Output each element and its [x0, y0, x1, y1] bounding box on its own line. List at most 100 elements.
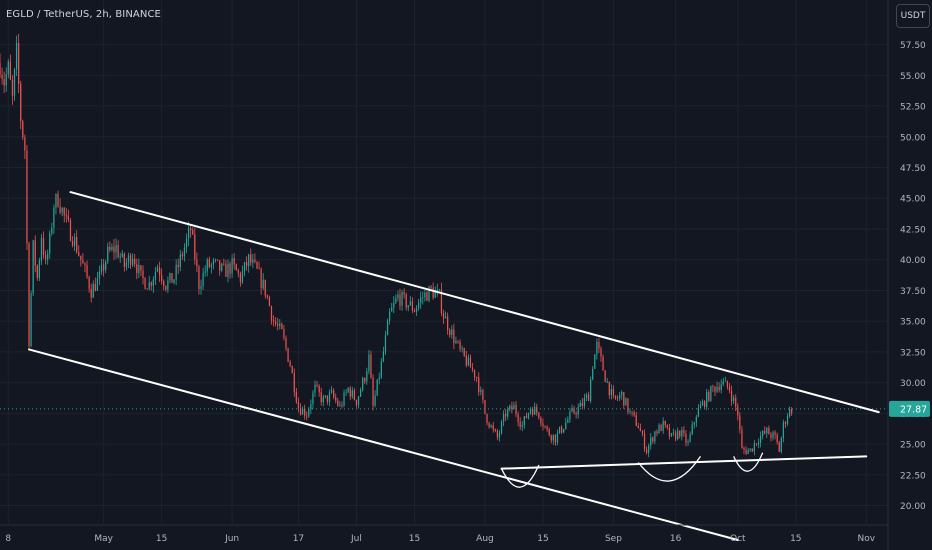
candle-body	[111, 246, 113, 250]
candle-body	[641, 431, 644, 434]
candle-body	[502, 414, 505, 422]
candle-body	[59, 206, 61, 213]
candle-body	[542, 423, 544, 427]
rounded-bottom-arc[interactable]	[637, 456, 702, 482]
channel-upper-trendline[interactable]	[69, 191, 880, 414]
candle-body	[459, 341, 461, 350]
candle-body	[585, 394, 588, 399]
candle-body	[536, 406, 538, 413]
candle-body	[388, 311, 391, 321]
x-tick-label: 15	[156, 534, 167, 544]
trendline-drawings[interactable]	[28, 191, 880, 541]
candle-body	[183, 247, 186, 257]
candle-body	[590, 379, 592, 401]
candle-body	[422, 297, 424, 298]
rounded-bottom-arc[interactable]	[733, 452, 764, 472]
candle-body	[745, 449, 747, 454]
candle-body	[525, 416, 528, 419]
candle-body	[233, 258, 235, 265]
candle-body	[212, 260, 215, 265]
candle-body	[602, 356, 604, 371]
candle-body	[165, 285, 167, 290]
candle-body	[650, 437, 652, 446]
candle-body	[552, 434, 554, 441]
candle-body	[579, 402, 581, 408]
candle-body	[592, 368, 594, 380]
x-tick-label: Jul	[350, 534, 362, 544]
candle-body	[117, 245, 119, 258]
candle-body	[372, 377, 374, 406]
candle-body	[635, 415, 637, 426]
candle-body	[18, 42, 20, 84]
candle-body	[171, 273, 173, 283]
candle-body	[115, 245, 117, 253]
y-tick-label: 25.00	[900, 441, 926, 451]
candle-body	[749, 448, 751, 450]
candle-body	[743, 448, 745, 450]
candle-body	[243, 262, 246, 272]
candle-body	[355, 399, 358, 406]
candle-body	[198, 266, 200, 290]
candle-body	[436, 289, 438, 292]
price-axis[interactable]: 20.0022.5025.0027.5030.0032.5035.0037.50…	[887, 0, 926, 550]
candle-body	[179, 254, 181, 267]
rounded-bottom-arc[interactable]	[500, 464, 540, 488]
candle-body	[426, 292, 428, 301]
x-tick-label: Nov	[857, 534, 875, 544]
candle-body	[121, 253, 123, 257]
candle-body	[480, 390, 482, 392]
candle-body	[440, 289, 443, 313]
candle-body	[488, 422, 490, 427]
candle-body	[509, 405, 511, 410]
candle-body	[51, 227, 53, 234]
candle-body	[1, 75, 3, 80]
candle-body	[86, 265, 88, 278]
candle-body	[600, 348, 602, 357]
candle-body	[105, 261, 107, 271]
candle-body	[252, 259, 254, 263]
candle-body	[364, 378, 366, 382]
candle-body	[565, 422, 567, 430]
candle-body	[430, 286, 432, 288]
candle-body	[567, 419, 569, 423]
candle-body	[399, 294, 401, 306]
x-tick-label: Aug	[476, 534, 494, 544]
candle-body	[210, 264, 213, 267]
candle-body	[167, 280, 169, 290]
candle-body	[345, 392, 347, 393]
channel-lower-trendline[interactable]	[28, 348, 739, 541]
candle-body	[94, 283, 96, 291]
candle-body	[652, 437, 654, 442]
candle-body	[30, 293, 32, 346]
candle-body	[608, 381, 610, 396]
candle-body	[442, 312, 445, 319]
candle-body	[44, 255, 47, 260]
candle-body	[569, 411, 571, 420]
candle-body	[113, 246, 115, 253]
candle-body	[268, 297, 271, 307]
x-tick-label: Sep	[605, 534, 622, 544]
time-axis[interactable]: 8 May 15 Jun 17 Jul 15 Aug 15 Sep 16 Oct 15 Nov	[0, 524, 888, 544]
candle-body	[534, 406, 536, 415]
support-trendline[interactable]	[500, 455, 868, 470]
candle-body	[69, 219, 72, 241]
candle-body	[695, 416, 697, 423]
candle-body	[780, 438, 782, 452]
candle-body	[610, 389, 612, 396]
candle-body	[270, 306, 273, 321]
candle-body	[231, 258, 233, 274]
x-tick-label: 16	[670, 534, 682, 544]
candle-body	[693, 422, 695, 425]
candle-body	[645, 449, 648, 453]
candle-body	[67, 215, 70, 220]
candle-body	[494, 429, 496, 431]
candle-body	[362, 378, 364, 391]
candle-body	[152, 279, 154, 286]
candle-body	[266, 295, 268, 298]
candle-body	[90, 288, 92, 298]
currency-button[interactable]: USDT	[896, 4, 930, 28]
candle-body	[357, 396, 360, 406]
candle-body	[670, 432, 673, 437]
candle-body	[413, 310, 416, 312]
